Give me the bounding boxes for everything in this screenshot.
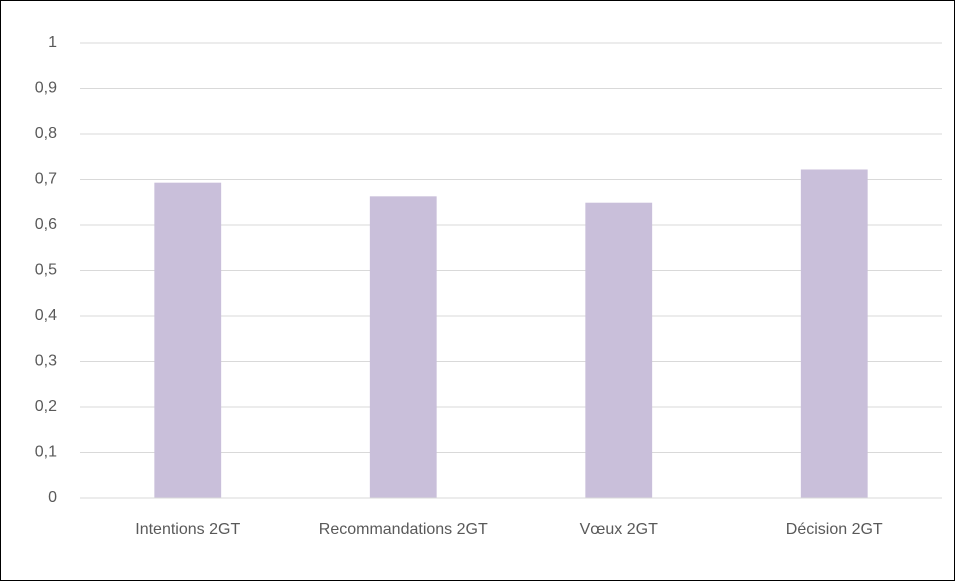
x-tick-label: Recommandations 2GT: [319, 521, 488, 538]
bar: [154, 182, 222, 498]
y-tick-label: 0,5: [35, 262, 57, 279]
y-tick-label: 0,3: [35, 353, 57, 370]
y-tick-label: 0,4: [35, 307, 57, 324]
y-tick-label: 0,6: [35, 216, 57, 233]
y-tick-label: 0,1: [35, 444, 57, 461]
bar: [585, 202, 653, 498]
bar: [800, 169, 868, 499]
x-tick-label: Intentions 2GT: [135, 521, 240, 538]
bar: [369, 196, 437, 498]
y-tick-label: 0,7: [35, 171, 57, 188]
y-tick-label: 0,8: [35, 125, 57, 142]
x-tick-label: Vœux 2GT: [580, 521, 658, 538]
y-tick-label: 1: [48, 34, 57, 51]
y-tick-label: 0,9: [35, 80, 57, 97]
y-tick-label: 0,2: [35, 398, 57, 415]
y-tick-label: 0: [48, 489, 57, 506]
x-tick-label: Décision 2GT: [786, 521, 883, 538]
